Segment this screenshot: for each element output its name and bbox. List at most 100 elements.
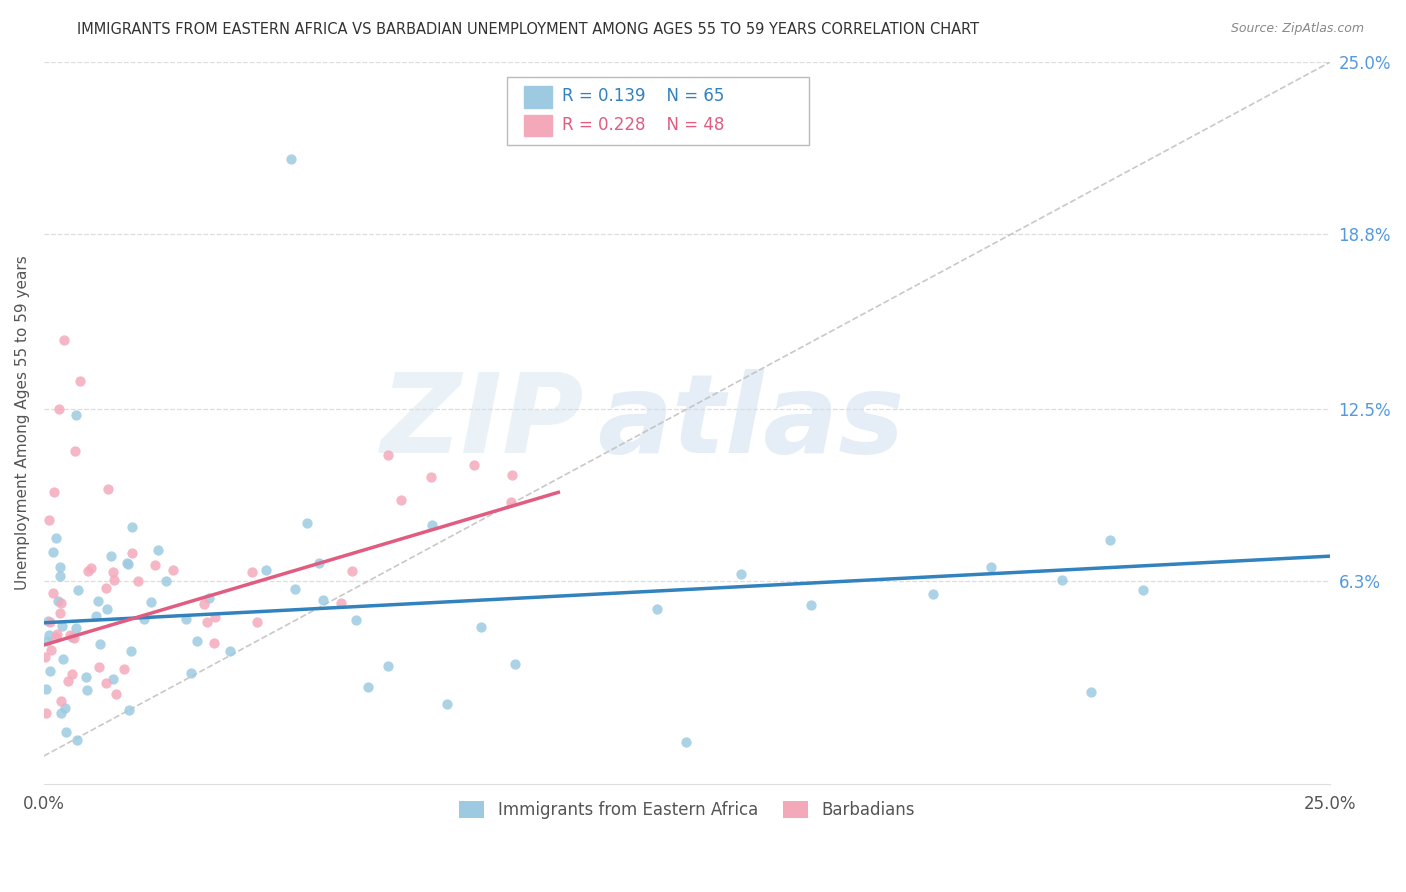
Point (49, 596, 72, 610)
Point (180, 665, 202, 680)
Point (53, 333, 76, 347)
Point (55, 725, 77, 739)
Point (1080, 685, 1102, 699)
Point (77, 565, 100, 579)
Point (52, 652, 75, 666)
Point (46, 594, 69, 608)
Point (162, 563, 184, 577)
Point (45, 532, 67, 546)
Point (342, 564, 364, 578)
Point (980, 560, 1002, 574)
Point (1099, 533, 1122, 547)
Point (112, 662, 135, 676)
Point (308, 556, 330, 570)
Point (48, 402, 70, 417)
Point (204, 610, 226, 624)
Point (69, 374, 91, 388)
Point (146, 542, 169, 557)
Point (193, 597, 215, 611)
Text: Source: ZipAtlas.com: Source: ZipAtlas.com (1230, 22, 1364, 36)
Point (97, 483, 120, 497)
Point (420, 470, 443, 484)
Point (87, 660, 110, 674)
Text: IMMIGRANTS FROM EASTERN AFRICA VS BARBADIAN UNEMPLOYMENT AMONG AGES 55 TO 59 YEA: IMMIGRANTS FROM EASTERN AFRICA VS BARBAD… (77, 22, 980, 37)
Text: ZIP: ZIP (381, 369, 583, 476)
Point (118, 703, 141, 717)
Point (357, 680, 380, 694)
Point (94, 676, 117, 690)
Point (134, 612, 156, 626)
Point (1132, 582, 1154, 597)
Point (280, 153, 302, 167)
Point (38, 513, 60, 527)
Point (329, 596, 352, 610)
Point (115, 556, 138, 570)
Point (121, 520, 143, 534)
Y-axis label: Unemployment Among Ages 55 to 59 years: Unemployment Among Ages 55 to 59 years (15, 256, 30, 591)
Point (38, 628, 60, 642)
Point (48, 560, 70, 574)
Point (60, 630, 83, 644)
Point (143, 558, 166, 572)
Point (39, 664, 62, 678)
Point (105, 687, 128, 701)
Point (202, 635, 225, 649)
Point (198, 591, 221, 605)
Point (75, 670, 97, 684)
Point (51, 706, 73, 720)
Point (37, 615, 59, 629)
Point (284, 582, 307, 596)
Point (89, 637, 111, 651)
Point (389, 493, 412, 508)
Point (436, 697, 458, 711)
Legend: Immigrants from Eastern Africa, Barbadians: Immigrants from Eastern Africa, Barbadia… (453, 795, 921, 826)
Point (56, 674, 79, 689)
Point (45, 630, 67, 644)
Point (96, 601, 118, 615)
Point (503, 657, 526, 671)
Point (66, 732, 89, 747)
Point (51, 619, 73, 633)
Point (35, 706, 58, 720)
Point (63, 631, 86, 645)
Point (240, 565, 263, 579)
Point (295, 516, 318, 531)
Point (645, 602, 668, 616)
Point (219, 644, 242, 658)
Point (44, 485, 66, 500)
Point (377, 448, 399, 462)
Point (35, 681, 58, 696)
Point (921, 587, 943, 601)
Bar (523, 115, 553, 136)
Point (127, 574, 149, 589)
Point (800, 599, 823, 613)
Point (53, 701, 76, 715)
Point (730, 566, 752, 581)
FancyBboxPatch shape (508, 77, 808, 145)
Point (60, 667, 83, 681)
Point (80, 560, 103, 574)
Point (101, 565, 124, 579)
Point (65, 408, 87, 422)
Point (65, 621, 87, 635)
Point (45, 627, 67, 641)
Point (470, 619, 492, 633)
Point (101, 673, 124, 687)
Point (344, 613, 367, 627)
Point (48, 569, 70, 583)
Point (34, 649, 56, 664)
Point (501, 467, 523, 482)
Point (420, 517, 443, 532)
Point (100, 549, 122, 563)
Point (121, 545, 143, 559)
Text: R = 0.228    N = 48: R = 0.228 N = 48 (562, 116, 724, 134)
Point (38, 615, 60, 629)
Point (63, 443, 86, 458)
Point (120, 644, 142, 658)
Point (195, 615, 218, 629)
Point (103, 574, 125, 588)
Point (86, 594, 108, 608)
Point (84, 609, 107, 624)
Bar (523, 86, 553, 108)
Point (48, 607, 70, 621)
